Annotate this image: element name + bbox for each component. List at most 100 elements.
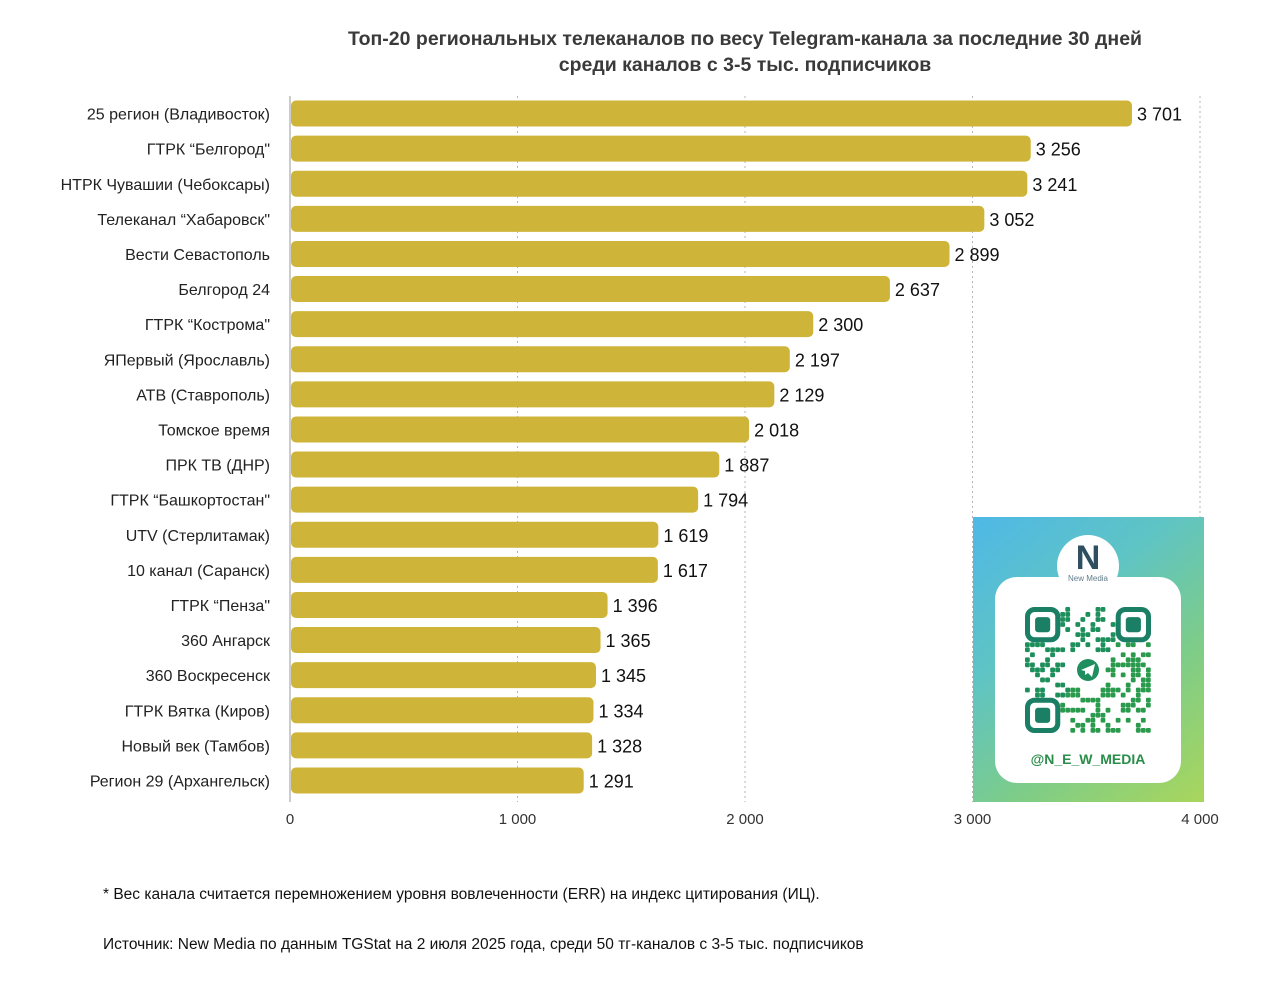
qr-module bbox=[1045, 677, 1050, 683]
qr-module bbox=[1130, 697, 1136, 703]
qr-module bbox=[1080, 722, 1086, 728]
qr-module bbox=[1075, 622, 1081, 627]
bar bbox=[291, 381, 775, 408]
qr-module bbox=[1145, 672, 1151, 678]
qr-module bbox=[1120, 672, 1126, 678]
qr-module bbox=[1100, 637, 1106, 643]
qr-module bbox=[1060, 617, 1066, 622]
qr-module bbox=[1100, 717, 1106, 723]
qr-module bbox=[1125, 657, 1131, 663]
qr-module bbox=[1080, 697, 1086, 703]
value-label: 1 334 bbox=[598, 701, 643, 721]
qr-module bbox=[1080, 637, 1086, 643]
logo-icon: N New Media bbox=[1057, 535, 1119, 597]
bar bbox=[291, 697, 594, 724]
qr-module bbox=[1130, 642, 1136, 648]
qr-module bbox=[1120, 652, 1126, 658]
qr-module bbox=[1135, 667, 1141, 673]
qr-module bbox=[1130, 652, 1136, 658]
category-label: ЯПервый (Ярославль) bbox=[104, 352, 270, 369]
qr-module bbox=[1120, 662, 1126, 668]
qr-module bbox=[1065, 617, 1071, 622]
qr-module bbox=[1135, 707, 1141, 713]
qr-module bbox=[1135, 672, 1141, 678]
qr-module bbox=[1095, 637, 1101, 643]
category-label: НТРК Чувашии (Чебоксары) bbox=[61, 177, 270, 194]
qr-module bbox=[1065, 687, 1071, 693]
qr-module bbox=[1110, 692, 1116, 698]
category-label: Томское время bbox=[158, 422, 270, 439]
category-label: ПРК ТВ (ДНР) bbox=[165, 458, 270, 475]
qr-module bbox=[1075, 722, 1081, 728]
qr-module bbox=[1100, 687, 1106, 693]
qr-module bbox=[1105, 722, 1111, 728]
qr-module bbox=[1045, 647, 1050, 653]
qr-module bbox=[1025, 687, 1030, 693]
qr-module bbox=[1145, 697, 1151, 703]
qr-module bbox=[1095, 612, 1101, 617]
qr-module bbox=[1040, 642, 1045, 648]
bar bbox=[291, 732, 593, 759]
logo-letter: N bbox=[1075, 539, 1101, 577]
qr-module bbox=[1055, 667, 1061, 673]
bar bbox=[291, 767, 584, 794]
qr-module bbox=[1105, 727, 1111, 733]
qr-card[interactable]: @N_E_W_MEDIA bbox=[995, 577, 1181, 783]
qr-module bbox=[1080, 632, 1086, 637]
bar bbox=[291, 662, 596, 689]
bar bbox=[291, 135, 1031, 162]
qr-finder bbox=[1115, 607, 1151, 643]
value-label: 2 300 bbox=[818, 315, 863, 335]
qr-code-icon[interactable] bbox=[1025, 607, 1151, 733]
value-label: 1 291 bbox=[589, 771, 634, 791]
qr-module bbox=[1075, 632, 1081, 637]
category-label: ГТРК “Белгород" bbox=[147, 142, 270, 159]
qr-module bbox=[1040, 692, 1045, 698]
category-label: 360 Ангарск bbox=[181, 633, 271, 650]
qr-module bbox=[1140, 717, 1146, 723]
qr-module bbox=[1115, 662, 1121, 668]
value-label: 1 619 bbox=[663, 526, 708, 546]
qr-module bbox=[1030, 662, 1035, 668]
qr-module bbox=[1105, 647, 1111, 653]
qr-module bbox=[1145, 682, 1151, 688]
qr-module bbox=[1095, 727, 1101, 733]
bar bbox=[291, 170, 1028, 197]
qr-module bbox=[1070, 727, 1076, 733]
qr-module bbox=[1095, 697, 1101, 703]
qr-module bbox=[1130, 702, 1136, 708]
x-tick-label: 2 000 bbox=[726, 811, 764, 828]
qr-module bbox=[1080, 727, 1086, 733]
qr-module bbox=[1055, 662, 1061, 668]
qr-module bbox=[1120, 692, 1126, 698]
qr-module bbox=[1115, 687, 1121, 693]
qr-finder bbox=[1025, 697, 1061, 733]
qr-module bbox=[1025, 642, 1030, 648]
qr-module bbox=[1145, 702, 1151, 708]
qr-module bbox=[1080, 617, 1086, 622]
qr-module bbox=[1130, 662, 1136, 668]
qr-finder-center bbox=[1125, 617, 1141, 633]
qr-finder-center bbox=[1035, 707, 1051, 723]
value-label: 1 794 bbox=[703, 491, 748, 511]
telegram-handle[interactable]: @N_E_W_MEDIA bbox=[1030, 751, 1146, 767]
qr-module bbox=[1075, 707, 1081, 713]
qr-module bbox=[1075, 692, 1081, 698]
chart-title-block: Топ-20 региональных телеканалов по весу … bbox=[290, 26, 1200, 78]
qr-module bbox=[1085, 717, 1091, 723]
telegram-plane-icon bbox=[1081, 664, 1095, 677]
qr-module bbox=[1045, 657, 1050, 663]
qr-module bbox=[1060, 612, 1066, 617]
category-label: 25 регион (Владивосток) bbox=[87, 107, 270, 124]
bar bbox=[291, 556, 658, 583]
qr-module bbox=[1110, 632, 1116, 637]
chart-title: Топ-20 региональных телеканалов по весу … bbox=[347, 28, 1143, 50]
qr-module bbox=[1030, 667, 1035, 673]
category-label: ГТРК “Пенза" bbox=[171, 598, 270, 615]
qr-module bbox=[1065, 692, 1071, 698]
qr-module bbox=[1120, 702, 1126, 708]
qr-module bbox=[1140, 682, 1146, 688]
qr-module bbox=[1035, 642, 1040, 648]
qr-module bbox=[1105, 682, 1111, 688]
qr-module bbox=[1145, 642, 1151, 648]
